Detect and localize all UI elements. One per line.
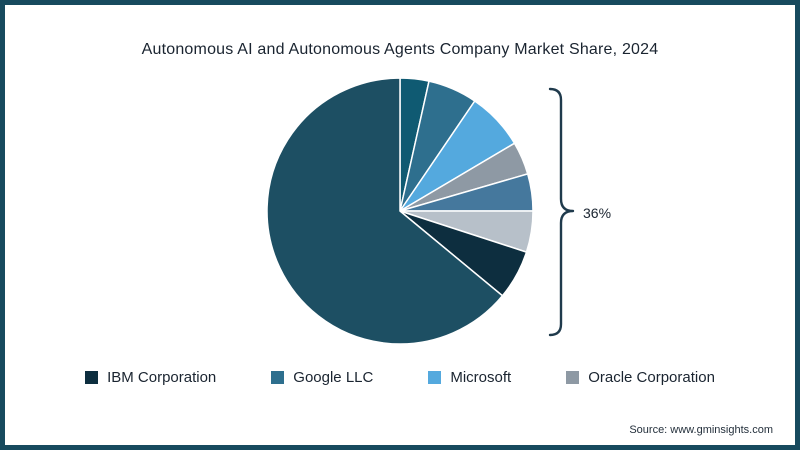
legend-item-1: Google LLC	[271, 369, 373, 386]
chart-title: Autonomous AI and Autonomous Agents Comp…	[141, 41, 659, 58]
legend-item-0: IBM Corporation	[85, 369, 216, 386]
source-text: Source: www.gminsights.com	[629, 424, 773, 436]
bracket-annotation	[548, 87, 575, 337]
legend-swatch	[271, 371, 285, 384]
pie-slice-7	[266, 77, 504, 345]
legend-swatch	[566, 371, 580, 384]
legend-label: IBM Corporation	[107, 369, 217, 386]
bracket-value-label: 36%	[583, 205, 612, 221]
legend-item-3: Oracle Corporation	[566, 369, 715, 386]
legend-swatch	[428, 371, 442, 384]
legend-swatch	[85, 371, 99, 384]
bracket-path	[548, 87, 575, 337]
legend: IBM Corporation Google LLC Microsoft Oracle…	[5, 369, 795, 386]
legend-item-2: Microsoft	[428, 369, 511, 386]
legend-label: Microsoft	[450, 369, 512, 386]
legend-label: Google LLC	[293, 369, 374, 386]
legend-label: Oracle Corporation	[588, 369, 715, 386]
pie-chart	[266, 77, 534, 345]
